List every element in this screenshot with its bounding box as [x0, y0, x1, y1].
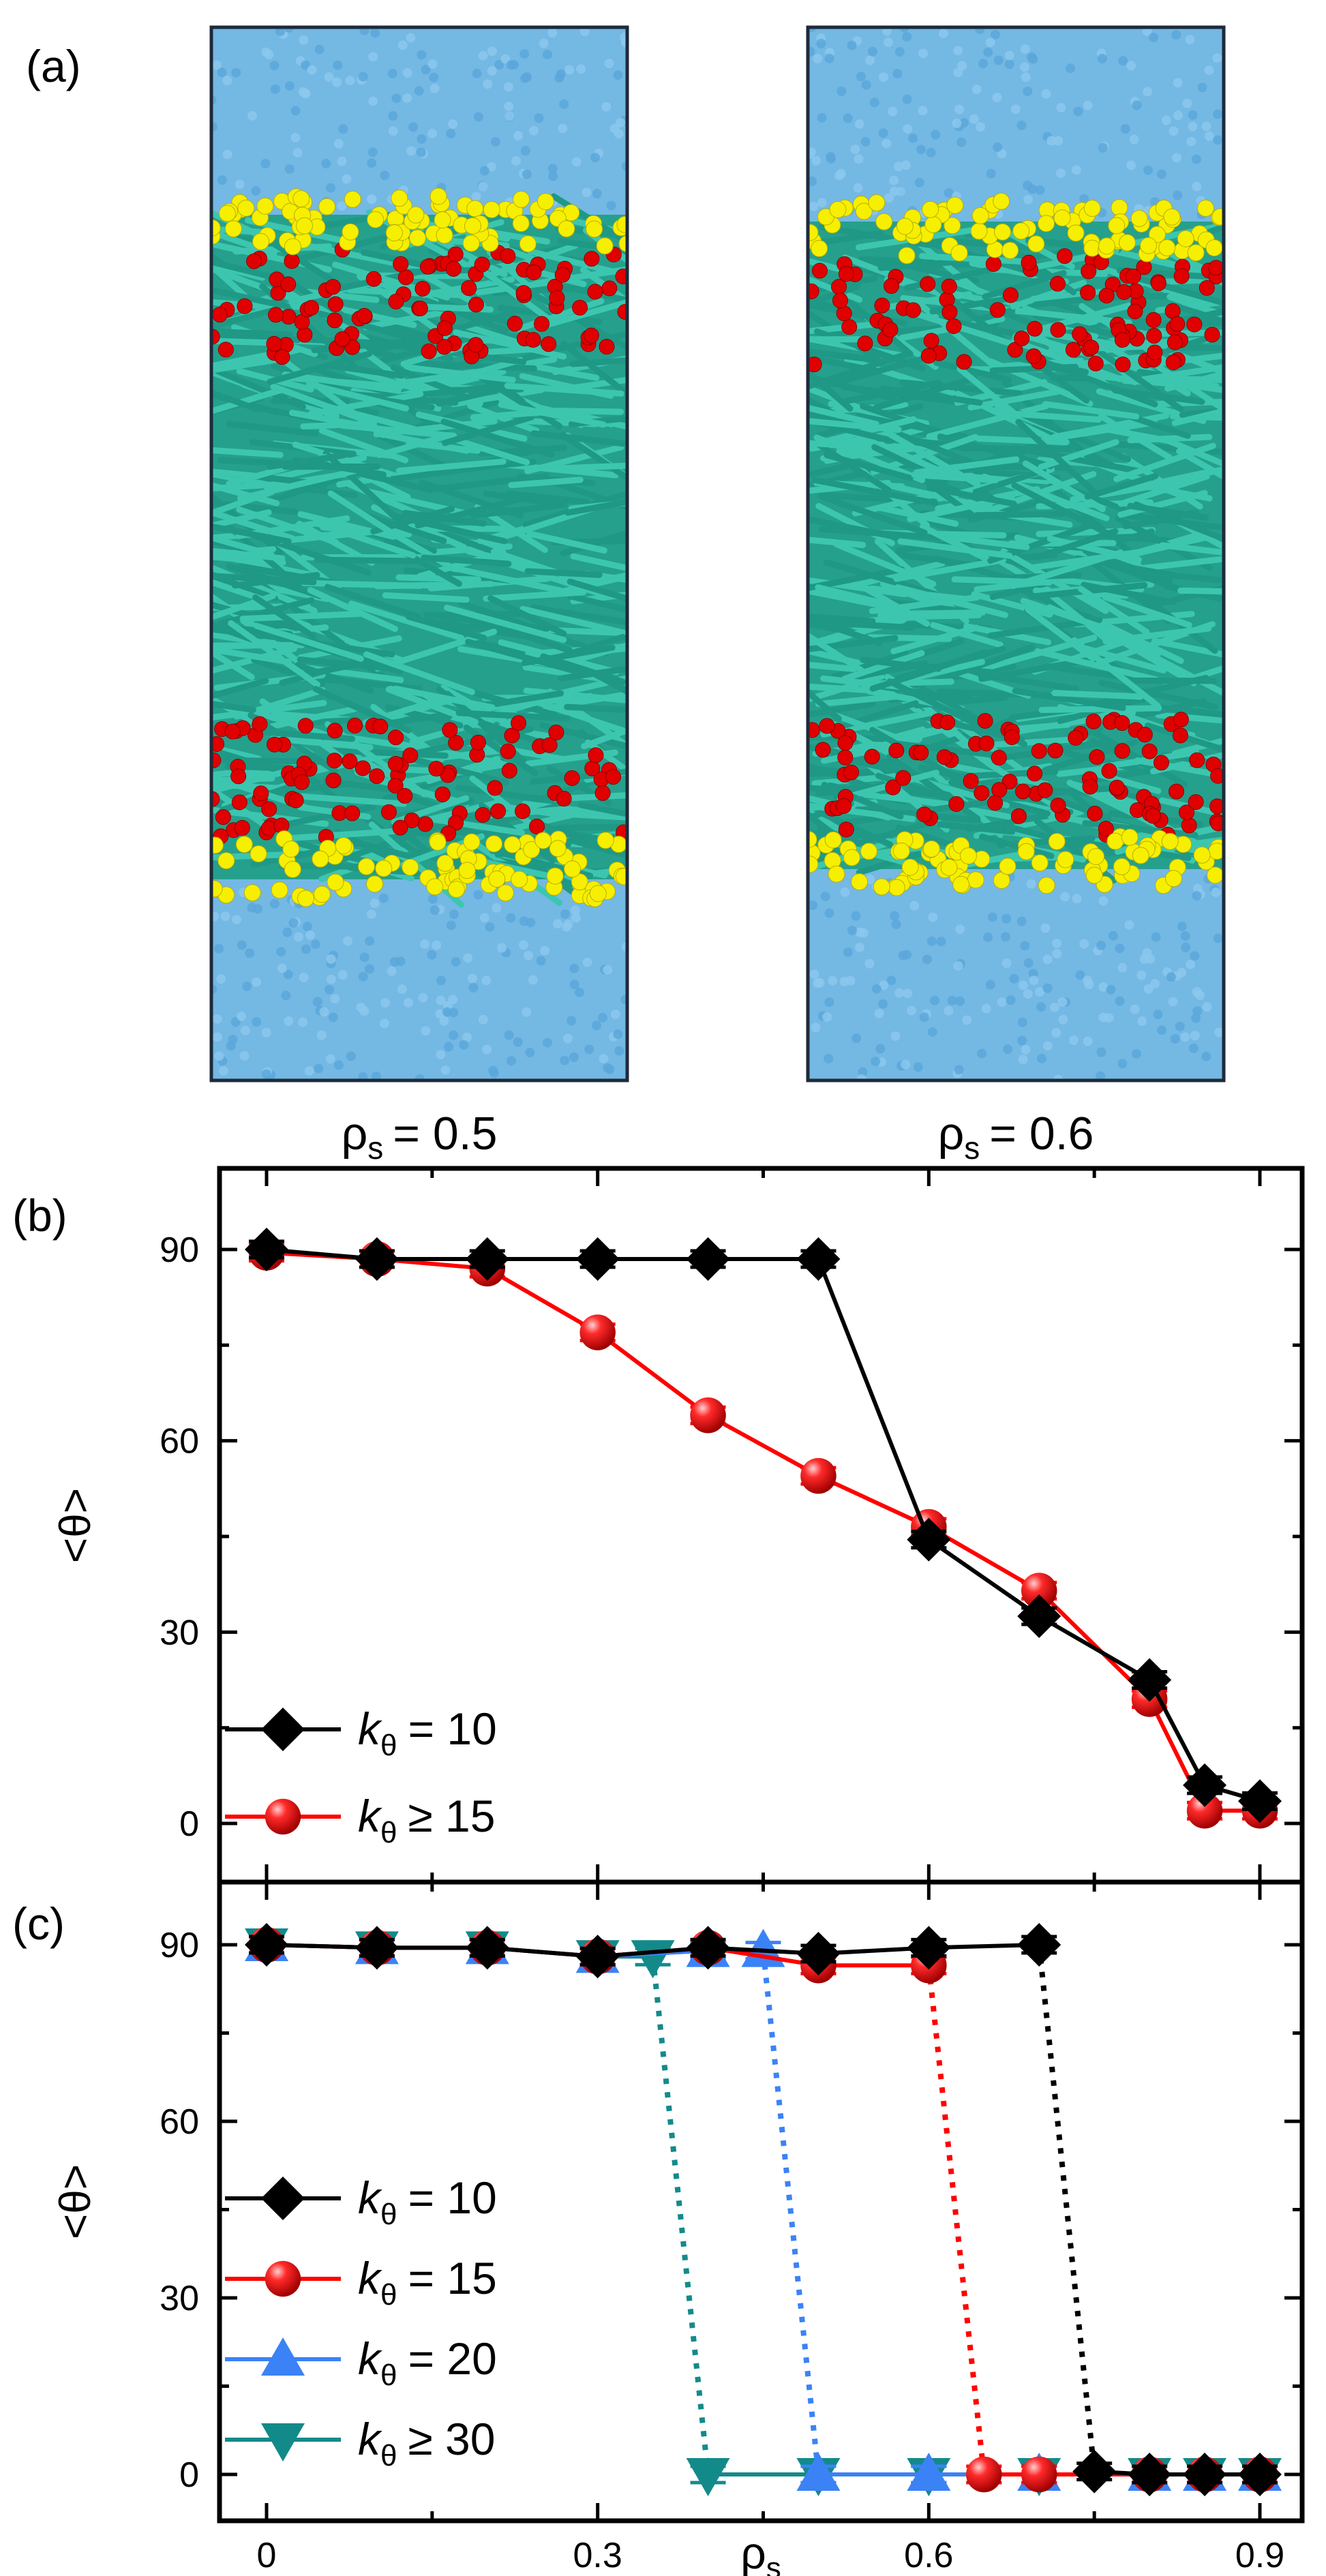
- data-point-triangle-down: [261, 2423, 305, 2461]
- y-tick-label: 60: [160, 2102, 199, 2142]
- data-point-diamond: [686, 1926, 730, 1970]
- data-point-diamond: [907, 1517, 951, 1562]
- data-point-diamond: [1183, 2453, 1227, 2496]
- panel-c-y-axis-label: <θ>: [50, 2164, 100, 2239]
- panel-c-legend: kθ = 10 kθ = 15 kθ = 20 kθ ≥ 30: [225, 2172, 497, 2472]
- legend-label: kθ = 20: [358, 2333, 497, 2392]
- data-point-diamond: [261, 1708, 305, 1751]
- data-point-diamond: [1017, 1594, 1061, 1638]
- snapshot-frame-right: [806, 25, 1226, 1082]
- panel-b-axes: 0 30 60 90: [160, 1168, 1302, 1882]
- data-point-diamond: [1183, 1763, 1227, 1807]
- data-point-sphere: [690, 1397, 726, 1434]
- panel-b-series: [245, 1228, 1282, 1829]
- data-point-sphere: [800, 1457, 837, 1494]
- legend-label: kθ ≥ 30: [358, 2414, 495, 2472]
- legend-label: kθ ≥ 15: [358, 1791, 495, 1849]
- transition-line: [1036, 1944, 1098, 2472]
- panel-c-series: [245, 1923, 1282, 2496]
- panel-a: (a) ρs = 0.5 ρs = 0.6: [26, 25, 1226, 1166]
- y-tick-label: 30: [160, 1613, 199, 1652]
- data-point-diamond: [575, 1935, 620, 1979]
- panel-b-legend: kθ = 10 kθ ≥ 15: [225, 1703, 497, 1849]
- legend-label: kθ = 10: [358, 2172, 497, 2231]
- y-tick-label: 0: [179, 1804, 199, 1844]
- panel-c-x-axis-label: ρs: [740, 2528, 781, 2576]
- y-tick-label: 90: [160, 1230, 199, 1270]
- data-point-sphere: [579, 1314, 616, 1350]
- y-tick-label: 30: [160, 2279, 199, 2318]
- x-tick-label: 0.6: [904, 2536, 953, 2575]
- transition-line: [926, 1965, 987, 2475]
- data-point-diamond: [1072, 2449, 1117, 2494]
- data-point-diamond: [796, 1931, 841, 1975]
- data-point-diamond: [465, 1926, 509, 1970]
- x-tick-label: 0: [257, 2536, 277, 2575]
- data-point-diamond: [575, 1237, 620, 1282]
- data-point-diamond: [245, 1923, 288, 1967]
- data-point-sphere: [1021, 2456, 1057, 2493]
- data-point-triangle-up: [907, 2453, 951, 2491]
- data-point-triangle-down: [686, 2458, 730, 2496]
- data-point-diamond: [355, 1237, 399, 1282]
- data-point-diamond: [907, 1926, 951, 1970]
- data-point-diamond: [1128, 1658, 1172, 1702]
- data-point-diamond: [1238, 2453, 1282, 2496]
- snapshot-caption-right: ρs = 0.6: [938, 1108, 1094, 1166]
- transition-line: [650, 1956, 711, 2475]
- data-point-diamond: [796, 1237, 841, 1282]
- data-point-sphere: [1186, 1793, 1223, 1829]
- data-point-triangle-down: [631, 1940, 675, 1979]
- simulation-snapshot-rho-0.6: [808, 27, 1224, 1080]
- panel-b-chart: (b) 0 30 60 90 <θ> kθ = 10 kθ ≥ 15: [12, 1166, 1305, 1885]
- x-tick-label: 0.3: [573, 2536, 622, 2575]
- data-point-diamond: [355, 1926, 399, 1970]
- data-point-diamond: [1128, 2453, 1172, 2496]
- y-tick-label: 0: [179, 2455, 199, 2495]
- data-point-diamond: [1238, 1779, 1282, 1823]
- panel-c-label: (c): [12, 1898, 65, 1949]
- panel-c-plot-frame: [217, 1879, 1305, 2524]
- data-point-sphere: [265, 2260, 301, 2297]
- panel-b-label: (b): [12, 1190, 67, 1241]
- y-tick-label: 90: [160, 1926, 199, 1965]
- data-point-triangle-up: [261, 2337, 305, 2376]
- data-point-diamond: [245, 1228, 288, 1271]
- snapshot-frame-left: [209, 25, 629, 1082]
- legend-label: kθ = 10: [358, 1703, 497, 1762]
- data-point-diamond: [686, 1237, 730, 1282]
- simulation-snapshot-rho-0.5: [211, 27, 627, 1080]
- y-tick-label: 60: [160, 1422, 199, 1461]
- legend-label: kθ = 15: [358, 2253, 497, 2312]
- panel-b-y-axis-label: <θ>: [50, 1488, 100, 1563]
- x-tick-label: 0.9: [1235, 2536, 1284, 2575]
- data-point-triangle-up: [796, 2453, 841, 2491]
- snapshot-caption-left: ρs = 0.5: [342, 1108, 498, 1166]
- series-line: [1094, 2469, 1260, 2476]
- data-point-sphere: [265, 1798, 301, 1835]
- data-point-diamond: [1017, 1923, 1061, 1967]
- panel-c-axes: 0 0.3 0.6 0.9 0 30 60 90: [160, 1882, 1302, 2575]
- data-point-sphere: [966, 2456, 1002, 2493]
- panel-a-label: (a): [26, 41, 81, 91]
- data-point-diamond: [261, 2177, 305, 2220]
- data-point-diamond: [465, 1237, 509, 1282]
- data-point-sphere: [1021, 1573, 1057, 1609]
- transition-line: [760, 1950, 822, 2475]
